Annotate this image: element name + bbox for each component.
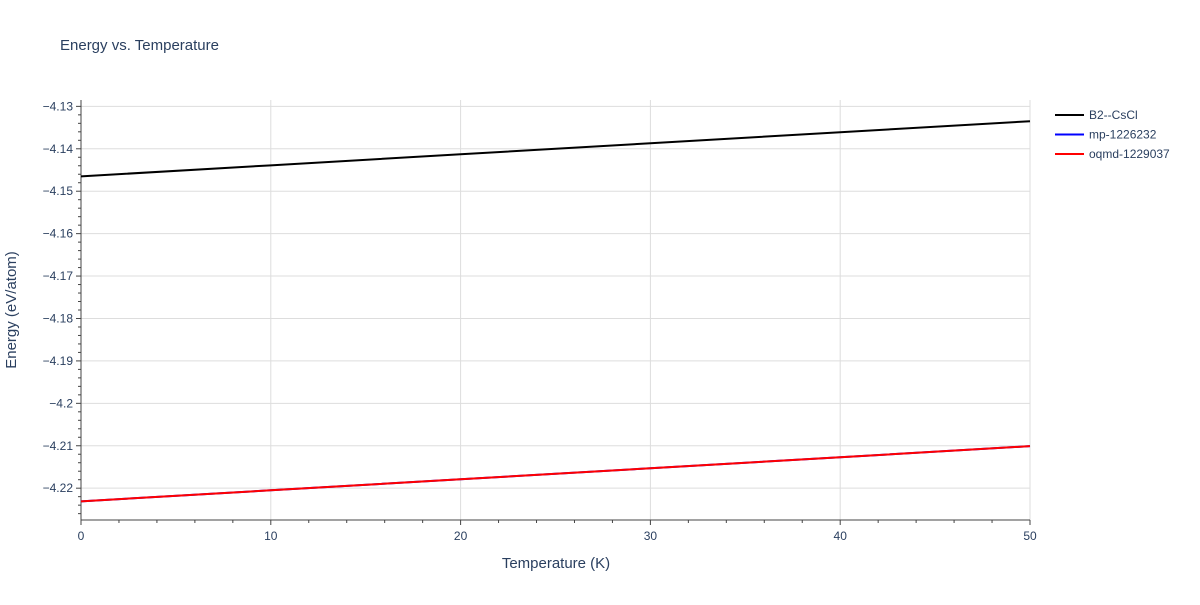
x-tick-label: 0 xyxy=(78,529,85,543)
grid-layer xyxy=(81,100,1031,520)
x-tick-label: 20 xyxy=(454,529,468,543)
y-tick-label: −4.16 xyxy=(43,227,74,241)
axis-layer: 0 10 20 30 40 50 −4.13 −4.14 −4.15 −4.16 −4.17 −4.1… xyxy=(43,99,1037,543)
legend: B2--CsCl mp-1226232 oqmd-1229037 xyxy=(1055,108,1170,161)
x-tick-label: 30 xyxy=(644,529,658,543)
y-tick-label: −4.14 xyxy=(43,142,74,156)
series-line-b2-cscl xyxy=(80,120,1031,178)
y-tick-label: −4.15 xyxy=(43,184,74,198)
y-tick-label: −4.13 xyxy=(43,99,74,113)
y-tick-label: −4.2 xyxy=(49,396,73,410)
x-tick-label: 40 xyxy=(834,529,848,543)
y-axis-title: Energy (eV/atom) xyxy=(3,251,20,369)
y-tick-label: −4.22 xyxy=(43,481,74,495)
x-tick-label: 10 xyxy=(264,529,278,543)
legend-label-oqmd-1229037: oqmd-1229037 xyxy=(1089,147,1170,161)
legend-label-mp-1226232: mp-1226232 xyxy=(1089,128,1157,142)
y-tick-label: −4.21 xyxy=(43,439,74,453)
y-tick-label: −4.17 xyxy=(43,269,74,283)
series-line-oqmd-1229037 xyxy=(80,445,1031,503)
legend-label-b2-cscl: B2--CsCl xyxy=(1089,108,1138,122)
y-tick-label: −4.18 xyxy=(43,311,74,325)
chart-title: Energy vs. Temperature xyxy=(60,37,219,54)
x-axis-title: Temperature (K) xyxy=(502,555,610,572)
y-tick-label: −4.19 xyxy=(43,354,74,368)
series-layer xyxy=(80,120,1031,503)
x-tick-label: 50 xyxy=(1023,529,1037,543)
